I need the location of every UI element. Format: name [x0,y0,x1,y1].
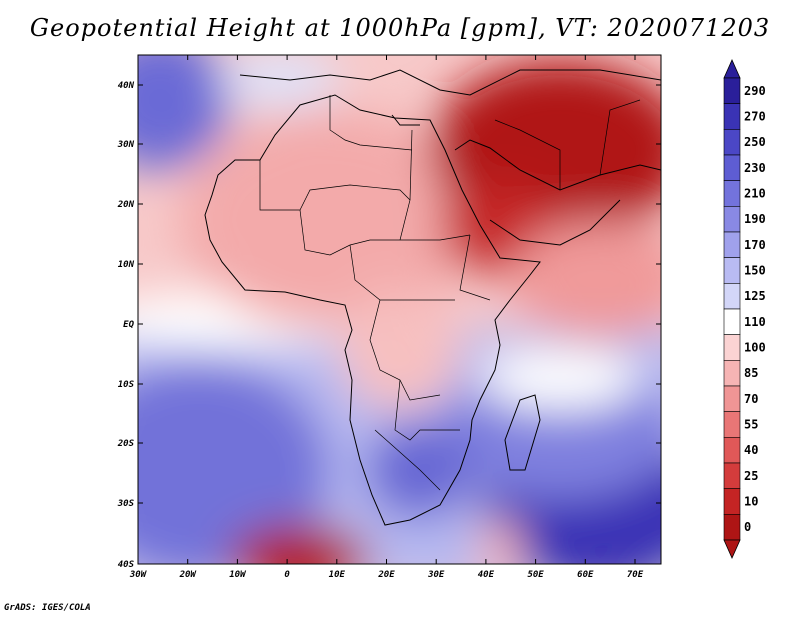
latitude-axis: 40N 30N 20N 10N EQ 10S 20S 30S 40S [117,81,661,570]
colorbar-label: 290 [744,84,766,98]
colorbar-swatch [723,437,741,464]
lat-tick-label: EQ [123,320,134,330]
lon-tick-label: 50E [527,570,544,580]
colorbar-label: 170 [744,238,766,252]
lat-tick-label: 30S [117,499,135,509]
colorbar-label: 40 [744,443,758,457]
colorbar-swatch [723,103,741,130]
colorbar-label: 190 [744,212,766,226]
colorbar-label: 100 [744,341,766,355]
colorbar-label: 110 [744,315,766,329]
lat-tick-label: 20N [117,200,135,210]
lat-tick-label: 10N [118,260,135,270]
colorbar-swatch [723,385,741,412]
lon-tick-label: 20W [179,570,198,580]
lat-tick-label: 30N [117,140,135,150]
colorbar-label: 250 [744,135,766,149]
lon-tick-label: 10E [329,570,346,580]
colorbar-swatch [723,206,741,233]
lon-tick-label: 10W [229,570,247,580]
lon-tick-label: 20E [377,570,395,580]
colorbar-swatch [723,77,741,104]
grads-credit: GrADS: IGES/COLA [4,603,91,613]
map-title: Geopotential Height at 1000hPa [gpm], VT… [29,14,771,42]
lon-tick-label: 0 [284,570,290,580]
colorbar-label: 10 [744,495,758,509]
colorbar-label: 125 [744,289,766,303]
colorbar-swatch [723,154,741,181]
lat-tick-label: 20S [117,439,135,449]
colorbar-max-arrow [723,59,741,79]
lat-tick-label: 40S [118,560,135,570]
height-field [138,55,661,564]
country-borders [259,95,641,491]
colorbar-swatch [723,334,741,361]
colorbar-min-arrow [723,539,741,559]
colorbar-label: 150 [744,264,766,278]
colorbar-label: 0 [744,520,751,534]
lat-tick-label: 10S [118,380,135,390]
colorbar-swatch [723,129,741,156]
colorbar-swatch [723,180,741,207]
colorbar-label: 230 [744,161,766,175]
colorbar-swatch [723,283,741,310]
colorbar-swatch [723,257,741,284]
colorbar-swatch [723,231,741,258]
colorbar-label: 55 [744,418,758,432]
colorbar-label: 85 [744,366,758,380]
colorbar-swatch [723,488,741,515]
colorbar-swatch [723,360,741,387]
colorbar-label: 270 [744,110,766,124]
longitude-axis: 30W 20W 10W 0 10E 20E 30E 40E 50E 60E 70E [129,55,644,580]
lon-tick-label: 70E [627,570,644,580]
colorbar-swatch [723,462,741,489]
colorbar-swatch [723,308,741,335]
lon-tick-label: 60E [577,570,594,580]
colorbar-swatch [723,411,741,438]
lat-tick-label: 40N [118,81,135,91]
colorbar-label: 25 [744,469,758,483]
colorbar-label: 70 [744,392,758,406]
lon-tick-label: 30W [129,570,148,580]
plot-frame [137,54,662,565]
coastlines [204,69,661,526]
lon-tick-label: 30E [427,570,445,580]
lon-tick-label: 40E [478,570,495,580]
colorbar: 2902702502302101901701501251101008570554… [723,59,766,559]
colorbar-swatch [723,514,741,541]
colorbar-label: 210 [744,187,766,201]
